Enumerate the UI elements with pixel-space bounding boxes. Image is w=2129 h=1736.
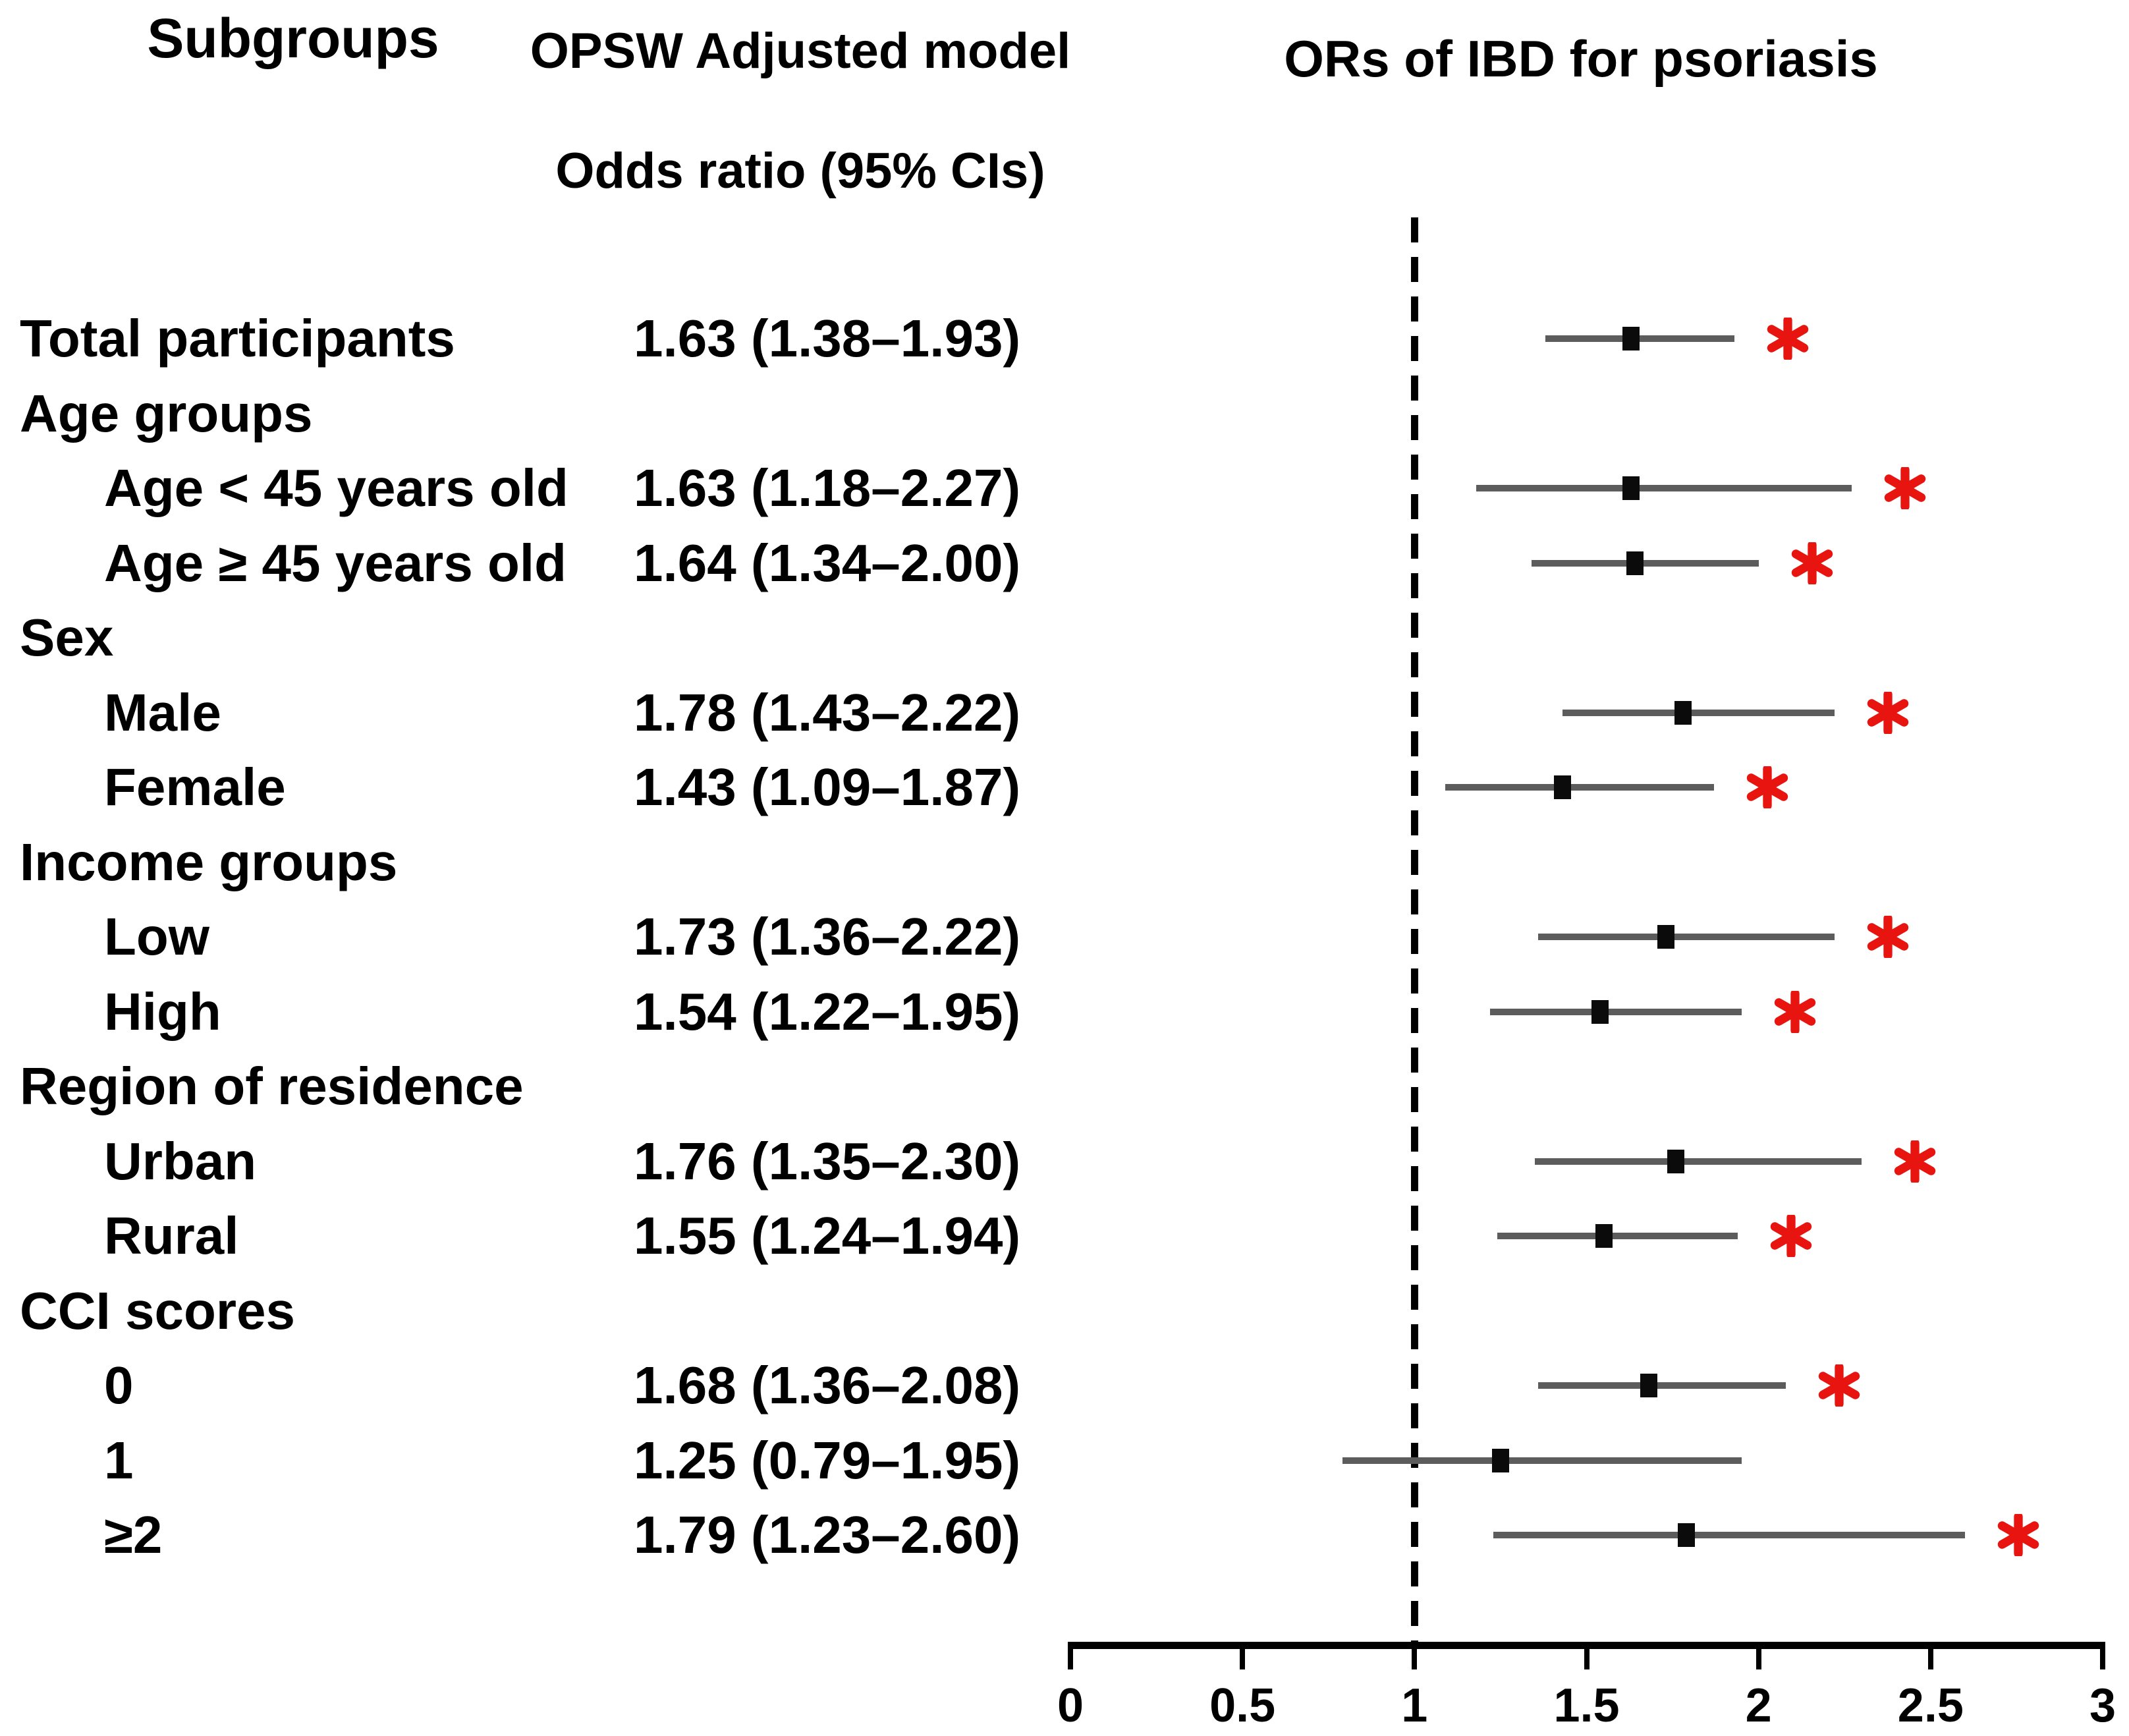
subgroup-row-label: Urban — [104, 1131, 257, 1190]
odds-ratio-value: 1.64 (1.34–2.00) — [634, 533, 1021, 592]
significance-asterisk-icon — [1867, 914, 1909, 960]
odds-ratio-value: 1.63 (1.18–2.27) — [634, 459, 1021, 517]
subgroup-row-label: Total participants — [20, 309, 455, 368]
confidence-interval-line — [1342, 1457, 1742, 1464]
x-axis-tick — [1068, 1642, 1073, 1669]
confidence-interval-line — [1497, 1233, 1738, 1239]
confidence-interval-line — [1562, 709, 1835, 716]
subgroup-section-label: Income groups — [20, 832, 398, 891]
significance-asterisk-icon — [1791, 540, 1833, 586]
odds-ratio-value: 1.63 (1.38–1.93) — [634, 309, 1021, 368]
confidence-interval-line — [1490, 1008, 1742, 1015]
significance-asterisk-icon — [1770, 1213, 1812, 1259]
x-axis-tick — [1756, 1642, 1761, 1669]
subgroup-row-label: Age ≥ 45 years old — [104, 533, 567, 592]
point-estimate-marker — [1674, 700, 1692, 725]
point-estimate-marker — [1491, 1448, 1509, 1472]
subgroup-row-label: 0 — [104, 1356, 134, 1414]
significance-asterisk-icon — [1867, 689, 1909, 736]
point-estimate-marker — [1626, 551, 1644, 575]
odds-ratio-value: 1.78 (1.43–2.22) — [634, 683, 1021, 742]
subgroup-section-label: Age groups — [20, 383, 313, 443]
point-estimate-marker — [1622, 476, 1640, 500]
subgroup-row-label: Low — [104, 907, 209, 966]
subgroup-row-label: Male — [104, 683, 221, 742]
subgroup-row-label: High — [104, 982, 221, 1041]
subgroup-row-label: ≥2 — [104, 1505, 163, 1564]
odds-ratio-value: 1.54 (1.22–1.95) — [634, 982, 1021, 1041]
confidence-interval-line — [1445, 784, 1714, 791]
point-estimate-marker — [1677, 1523, 1695, 1547]
significance-asterisk-icon — [1818, 1362, 1860, 1409]
confidence-interval-line — [1476, 485, 1852, 491]
reference-line-or-1 — [1410, 217, 1418, 1642]
point-estimate-marker — [1622, 327, 1640, 350]
odds-ratio-value: 1.76 (1.35–2.30) — [634, 1131, 1021, 1190]
odds-ratio-value: 1.43 (1.09–1.87) — [634, 758, 1021, 816]
point-estimate-marker — [1591, 999, 1609, 1024]
significance-asterisk-icon — [1774, 988, 1816, 1035]
confidence-interval-line — [1538, 1382, 1786, 1389]
odds-ratio-value: 1.55 (1.24–1.94) — [634, 1206, 1021, 1265]
subgroup-section-label: Region of residence — [20, 1057, 524, 1115]
confidence-interval-line — [1538, 934, 1835, 940]
x-axis-tick — [2100, 1642, 2105, 1669]
significance-asterisk-icon — [1884, 465, 1926, 511]
x-axis-tick — [1240, 1642, 1246, 1669]
x-axis-tick-label: 3 — [2089, 1679, 2116, 1732]
subgroup-section-label: CCI scores — [20, 1281, 295, 1340]
x-axis-tick-label: 0 — [1057, 1679, 1084, 1732]
subgroup-row-label: 1 — [104, 1430, 134, 1490]
confidence-interval-line — [1493, 1532, 1966, 1538]
confidence-interval-line — [1535, 1158, 1862, 1165]
x-axis-tick-label: 2 — [1745, 1679, 1772, 1732]
subgroup-row-label: Female — [104, 758, 286, 816]
odds-ratio-value: 1.68 (1.36–2.08) — [634, 1356, 1021, 1414]
plot-title: ORs of IBD for psoriasis — [1284, 30, 1878, 88]
column-header-model-line2: Odds ratio (95% CIs) — [555, 143, 1045, 199]
subgroup-section-label: Sex — [20, 608, 114, 667]
subgroup-row-label: Age < 45 years old — [104, 459, 568, 517]
significance-asterisk-icon — [1746, 764, 1788, 810]
point-estimate-marker — [1595, 1224, 1613, 1248]
significance-asterisk-icon — [1997, 1512, 2039, 1558]
confidence-interval-line — [1531, 559, 1759, 567]
x-axis-tick-label: 1.5 — [1553, 1679, 1620, 1732]
odds-ratio-value: 1.79 (1.23–2.60) — [634, 1505, 1021, 1564]
column-header-model-line1: OPSW Adjusted model — [530, 23, 1071, 79]
point-estimate-marker — [1667, 1149, 1685, 1173]
subgroup-row-label: Rural — [104, 1206, 239, 1265]
x-axis-tick — [1412, 1642, 1418, 1669]
confidence-interval-line — [1545, 335, 1735, 342]
forest-plot-area: 0 0.5 1 1.5 2 2.5 3 — [1057, 0, 2116, 1736]
point-estimate-marker — [1553, 775, 1571, 799]
column-header-subgroups: Subgroups — [147, 7, 439, 69]
odds-ratio-value: 1.25 (0.79–1.95) — [634, 1430, 1021, 1490]
x-axis-tick-label: 0.5 — [1209, 1679, 1276, 1732]
odds-ratio-value: 1.73 (1.36–2.22) — [634, 907, 1021, 966]
column-header-model: OPSW Adjusted model Odds ratio (95% CIs) — [530, 26, 1071, 196]
significance-asterisk-icon — [1894, 1138, 1936, 1185]
point-estimate-marker — [1657, 925, 1674, 949]
x-axis-tick — [1584, 1642, 1590, 1669]
x-axis-tick-label: 1 — [1401, 1679, 1428, 1732]
x-axis-tick — [1927, 1642, 1933, 1669]
significance-asterisk-icon — [1767, 316, 1809, 362]
x-axis-tick-label: 2.5 — [1897, 1679, 1964, 1732]
point-estimate-marker — [1640, 1374, 1657, 1397]
